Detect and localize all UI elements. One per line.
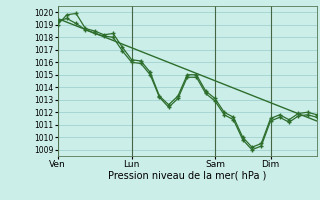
- X-axis label: Pression niveau de la mer( hPa ): Pression niveau de la mer( hPa ): [108, 171, 266, 181]
